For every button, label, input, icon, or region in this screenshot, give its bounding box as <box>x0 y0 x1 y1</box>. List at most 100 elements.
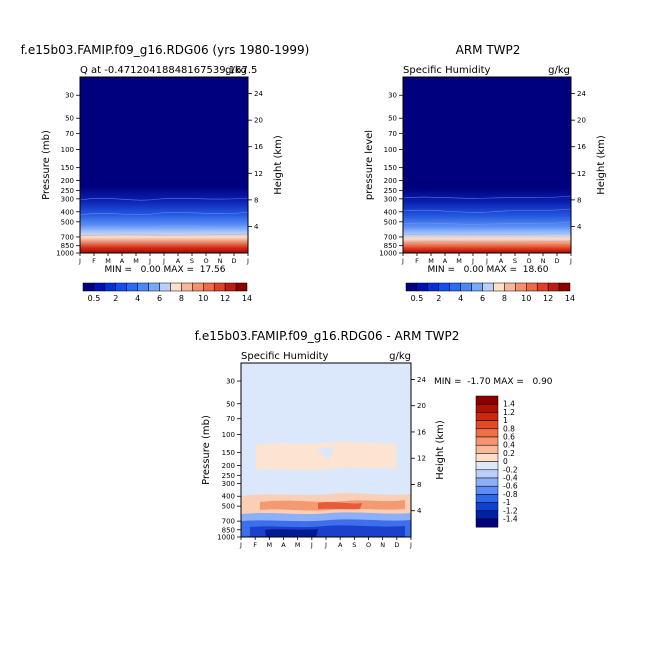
y2-tick-label: 20 <box>417 402 426 410</box>
colorbar-label: 1.4 <box>503 400 515 409</box>
y-tick-label: 30 <box>226 378 235 386</box>
x-tick-label: N <box>541 257 546 265</box>
x-tick-label: A <box>499 257 504 265</box>
y-tick-label: 100 <box>384 146 397 154</box>
colorbar-swatch <box>405 282 418 292</box>
colorbar-swatch <box>475 494 499 503</box>
x-tick-label: J <box>78 257 81 265</box>
y-tick-label: 50 <box>388 115 397 123</box>
colorbar-label: 14 <box>242 294 252 303</box>
panel-model: f.e15b03.FAMIP.f09_g16.RDG06 (yrs 1980-1… <box>21 43 310 275</box>
y2-tick-label: 20 <box>577 117 586 125</box>
colorbar-swatch <box>475 510 499 520</box>
y-tick-label: 850 <box>384 242 397 250</box>
colorbar-label: 1.2 <box>503 408 515 417</box>
x-tick-label: D <box>231 257 236 265</box>
x-tick-label: J <box>162 257 165 265</box>
colorbar-label: 0.4 <box>503 441 515 450</box>
x-tick-label: N <box>380 541 385 549</box>
colorbar-label: -1.2 <box>503 506 518 515</box>
y-tick-label: 850 <box>61 242 74 250</box>
y-tick-label: 300 <box>222 480 235 488</box>
colorbar-swatch <box>536 282 549 292</box>
colorbar-label: -1.4 <box>503 515 518 524</box>
heatmap-field <box>80 77 248 253</box>
colorbar-swatch <box>104 282 117 292</box>
x-tick-label: M <box>295 541 301 549</box>
y-tick-label: 250 <box>384 187 397 195</box>
negative-minimum <box>265 529 318 537</box>
y2-axis-ticks: 4 8 12 16 20 24 <box>411 376 426 515</box>
x-tick-label: A <box>338 541 343 549</box>
x-tick-label: O <box>203 257 208 265</box>
y-tick-label: 500 <box>384 218 397 226</box>
x-tick-label: O <box>366 541 371 549</box>
x-tick-label: S <box>352 541 356 549</box>
colorbar-label: 4 <box>135 294 140 303</box>
x-tick-label: A <box>443 257 448 265</box>
colorbar-swatch <box>475 502 499 512</box>
y-tick-label: 1000 <box>56 250 74 258</box>
panel-title: ARM TWP2 <box>456 43 521 57</box>
x-tick-label: J <box>569 257 572 265</box>
y2-tick-label: 4 <box>417 507 422 515</box>
colorbar-swatch <box>482 282 494 292</box>
y-tick-label: 50 <box>226 400 235 408</box>
y2-tick-label: 16 <box>577 143 586 151</box>
colorbar-label: 10 <box>198 294 208 303</box>
colorbar-swatch <box>475 420 499 430</box>
panel-units: g/kg <box>389 351 411 362</box>
y2-tick-label: 24 <box>577 90 586 98</box>
colorbar-swatch <box>475 469 499 479</box>
colorbar-swatch <box>475 444 499 454</box>
y2-axis-ticks: 4 8 12 16 20 24 <box>248 90 263 231</box>
x-tick-label: A <box>281 541 286 549</box>
x-tick-label: J <box>409 541 412 549</box>
y-tick-label: 70 <box>388 130 397 138</box>
colorbar-swatch <box>475 518 499 528</box>
colorbar-swatch <box>137 282 149 292</box>
colorbar-swatch <box>148 282 160 292</box>
colorbar-label: 8 <box>502 294 507 303</box>
panel-observed: ARM TWP2 Specific Humidity g/kg 30 50 70 10… <box>364 43 607 275</box>
colorbar-label: 12 <box>220 294 230 303</box>
contour-lines <box>402 195 572 244</box>
colorbar-swatch <box>170 282 182 292</box>
panel-units: g/kg <box>548 65 570 76</box>
y-tick-label: 250 <box>222 472 235 480</box>
x-tick-label: F <box>253 541 257 549</box>
colorbar-label: -0.4 <box>503 474 518 483</box>
x-tick-label: M <box>456 257 462 265</box>
colorbar-observed: 0.5 2 4 6 8 10 12 14 <box>405 282 575 303</box>
y2-tick-label: 20 <box>254 117 263 125</box>
colorbar-model: 0.5 2 4 6 8 10 12 14 <box>82 282 252 303</box>
min-max-text: MIN = 0.00 MAX = 18.60 <box>427 265 548 275</box>
colorbar-label: 0.8 <box>503 424 515 433</box>
colorbar-swatch <box>558 282 571 292</box>
y-tick-label: 850 <box>222 526 235 534</box>
colorbar-label: 4 <box>458 294 463 303</box>
x-tick-label: F <box>415 257 419 265</box>
x-tick-label: S <box>190 257 194 265</box>
y-tick-label: 500 <box>222 503 235 511</box>
colorbar-label: 6 <box>157 294 162 303</box>
panel-subtitle: Specific Humidity <box>241 351 329 362</box>
colorbar-swatch <box>504 282 516 292</box>
panel-subtitle: Specific Humidity <box>403 65 491 76</box>
colorbar-swatch <box>475 395 499 405</box>
y-axis-label: Pressure (mb) <box>41 130 52 200</box>
colorbar-label: 2 <box>436 294 441 303</box>
colorbar-label: 0.6 <box>503 433 515 442</box>
y2-tick-label: 4 <box>254 223 259 231</box>
x-tick-label: J <box>148 257 151 265</box>
y-tick-label: 150 <box>384 164 397 172</box>
colorbar-swatch <box>427 282 440 292</box>
y-tick-label: 1000 <box>379 250 397 258</box>
y2-tick-label: 12 <box>417 455 426 463</box>
y2-axis-label: Height (km) <box>273 135 284 195</box>
